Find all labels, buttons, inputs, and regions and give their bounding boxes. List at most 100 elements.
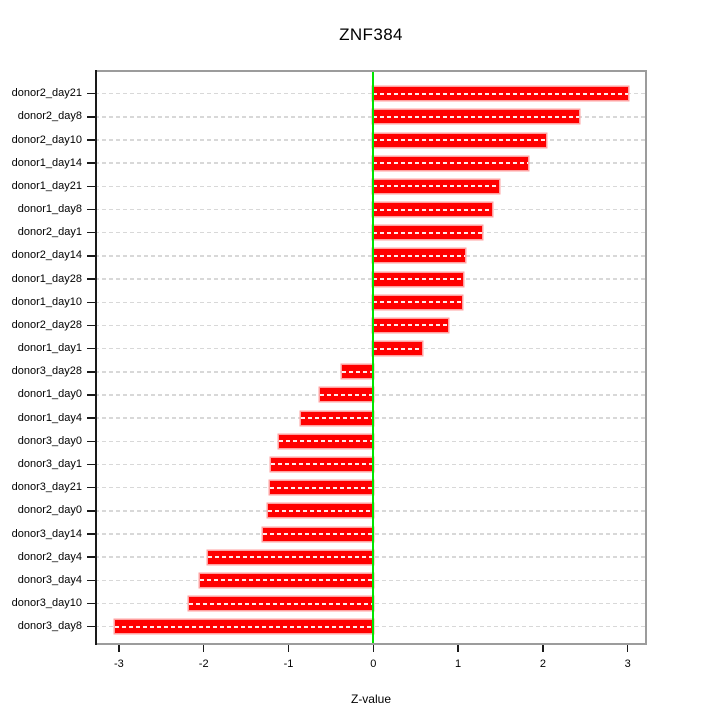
y-tick-label: donor1_day10 (11, 295, 82, 308)
y-tick-label: donor3_day21 (11, 481, 82, 494)
y-tick-label: donor2_day1 (17, 226, 82, 239)
y-axis-tick (87, 162, 95, 164)
x-tick-label: 2 (539, 658, 546, 670)
gridline (95, 116, 647, 118)
y-axis-tick (87, 371, 95, 373)
y-axis-tick (87, 533, 95, 535)
y-axis-tick (87, 602, 95, 605)
y-axis-tick (87, 278, 95, 280)
bar (373, 226, 482, 240)
y-tick-label: donor1_day8 (17, 203, 82, 216)
bar (373, 179, 499, 193)
y-tick-label: donor1_day1 (17, 342, 82, 355)
bar-inner-dash (319, 393, 374, 396)
bar (373, 249, 465, 263)
bar-inner-dash (301, 417, 374, 420)
bar (189, 597, 374, 611)
bar (279, 434, 374, 448)
x-axis-tick (542, 645, 544, 652)
y-tick-label: donor3_day8 (17, 620, 82, 633)
gridline (95, 208, 647, 211)
bar (301, 411, 374, 425)
y-tick-label: donor3_day28 (11, 365, 82, 378)
y-axis-tick (87, 440, 95, 443)
bar (263, 527, 374, 541)
gridline (95, 301, 647, 304)
y-tick-label: donor2_day28 (11, 318, 82, 331)
bar-inner-dash (373, 208, 493, 211)
bar-inner-dash (373, 301, 463, 304)
y-tick-label: donor3_day14 (11, 527, 82, 540)
y-axis-tick (87, 301, 95, 304)
y-axis-tick (87, 510, 95, 512)
x-tick-label: 1 (455, 658, 462, 670)
bar-inner-dash (263, 533, 374, 535)
bar-inner-dash (373, 185, 499, 188)
y-axis-tick (87, 556, 95, 558)
y-axis-line (95, 70, 97, 645)
x-tick-label: 0 (370, 658, 377, 670)
gridline (95, 278, 647, 280)
y-axis-tick (87, 185, 95, 188)
bar-inner-dash (189, 602, 374, 605)
gridline (95, 324, 647, 327)
y-tick-label: donor3_day10 (11, 597, 82, 610)
x-tick-label: -3 (114, 658, 124, 670)
y-axis-tick (87, 139, 95, 141)
y-tick-label: donor2_day10 (11, 133, 82, 146)
y-axis-tick (87, 231, 95, 234)
zero-line (372, 70, 375, 645)
chart-title: ZNF384 (339, 25, 403, 44)
bar (200, 573, 374, 587)
bar-inner-dash (200, 579, 374, 582)
plot-border-right (645, 70, 647, 645)
x-tick-label: -1 (283, 658, 294, 670)
x-tick-label: -2 (198, 658, 209, 670)
gridline (95, 139, 647, 141)
bar (341, 365, 374, 379)
gridline (95, 347, 647, 350)
bar (373, 318, 448, 332)
y-axis-tick (87, 486, 95, 489)
bar-inner-dash (373, 139, 547, 142)
bar (373, 295, 463, 309)
y-tick-label: donor2_day14 (11, 249, 82, 262)
x-tick-label: 3 (624, 658, 631, 670)
y-tick-label: donor2_day21 (11, 87, 82, 100)
bar-inner-dash (341, 370, 374, 373)
bar-inner-dash (373, 162, 528, 165)
y-tick-label: donor1_day0 (17, 388, 82, 401)
y-axis-tick (87, 255, 95, 257)
x-axis-tick (626, 645, 629, 652)
bar (268, 504, 374, 518)
bar (373, 87, 628, 101)
y-axis-tick (87, 625, 95, 628)
bar (270, 457, 374, 471)
bar-inner-dash (114, 625, 374, 628)
bar (373, 110, 579, 124)
bar-inner-dash (373, 278, 464, 281)
plot-area: Z-value donor2_day21 donor2_day8 donor2_da… (12, 70, 647, 706)
x-axis-label: Z-value (350, 692, 391, 706)
x-axis-tick (202, 645, 205, 652)
y-axis-tick (87, 116, 95, 118)
bar (373, 203, 493, 217)
gridline (95, 92, 647, 95)
y-axis-tick (87, 579, 95, 582)
bar (373, 133, 547, 147)
gridline (95, 185, 647, 188)
gridline (95, 162, 647, 164)
y-tick-label: donor1_day14 (11, 156, 82, 169)
y-axis-tick (87, 92, 95, 95)
bar-inner-dash (207, 556, 374, 559)
y-tick-label: donor3_day4 (17, 573, 82, 586)
plot-border-bottom (95, 643, 647, 645)
y-tick-label: donor1_day28 (11, 272, 82, 285)
bar-inner-dash (268, 509, 374, 512)
bar-inner-dash (373, 115, 579, 118)
bar (373, 272, 464, 286)
bar-inner-dash (373, 231, 482, 234)
bar-inner-dash (269, 486, 374, 489)
gridline (95, 255, 647, 257)
y-tick-label: donor3_day1 (17, 457, 82, 470)
